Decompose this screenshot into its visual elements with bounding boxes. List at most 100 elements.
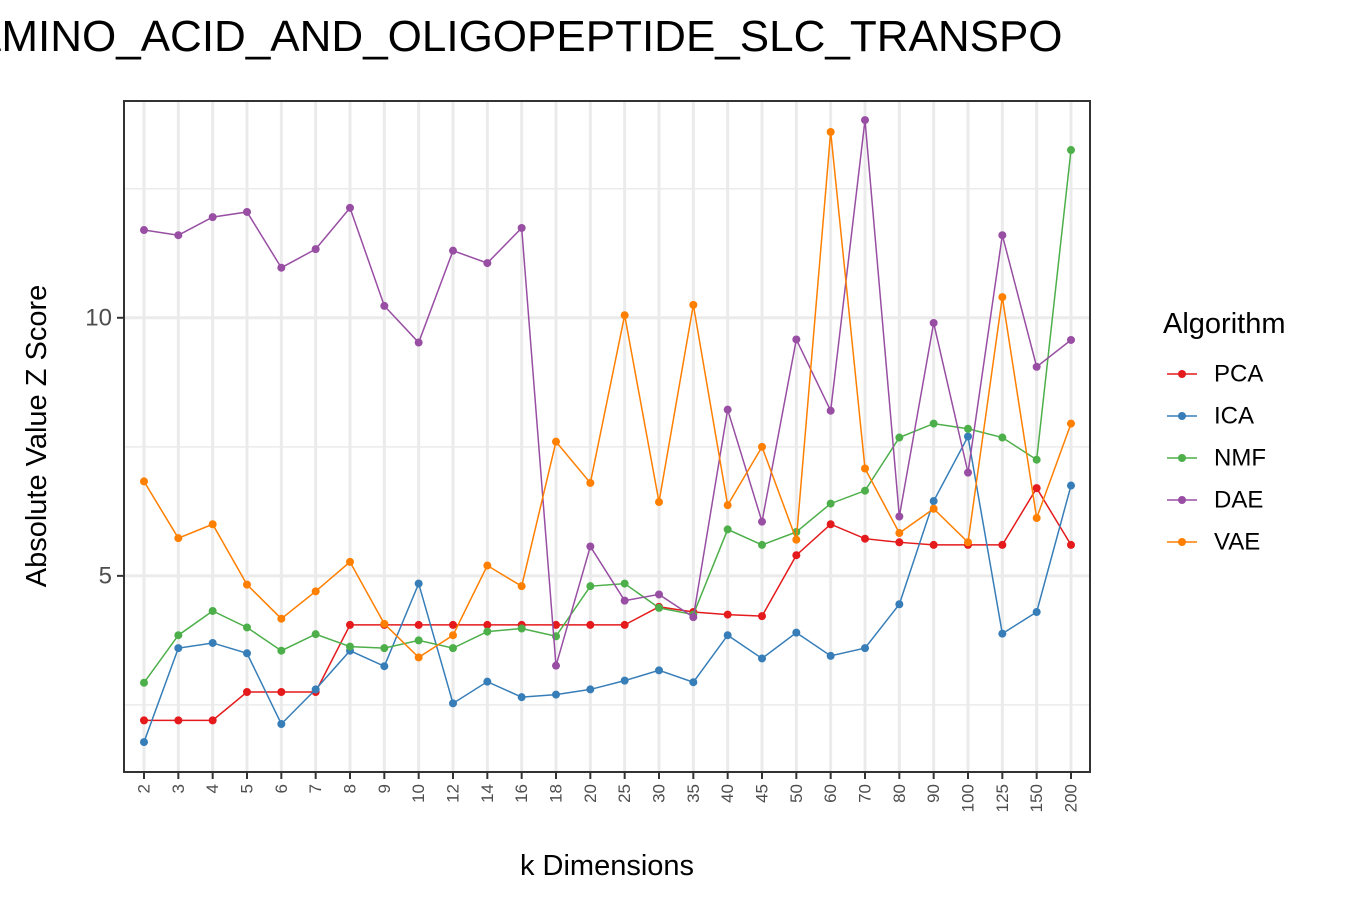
data-point-nmf xyxy=(174,631,183,640)
x-tick-label: 60 xyxy=(821,784,840,803)
data-point-ica xyxy=(758,654,766,663)
data-point-pca xyxy=(552,620,560,629)
data-point-ica xyxy=(895,600,904,609)
data-point-pca xyxy=(861,534,869,543)
data-point-dae xyxy=(346,203,354,212)
legend-items: PCA ICA NMF DAE VAE xyxy=(1167,361,1266,556)
data-point-nmf xyxy=(758,540,766,549)
plot-panel-border xyxy=(123,100,1091,773)
x-tick-label: 80 xyxy=(890,784,909,803)
data-point-vae xyxy=(414,653,423,662)
data-point-nmf xyxy=(483,627,492,636)
data-point-vae xyxy=(998,293,1007,302)
x-tick-label: 5 xyxy=(238,784,257,793)
legend-label-nmf: NMF xyxy=(1214,445,1266,472)
data-point-nmf xyxy=(414,636,423,645)
data-point-pca xyxy=(483,620,492,629)
x-tick-label: 70 xyxy=(856,784,875,803)
series-line-ica xyxy=(143,434,1072,743)
data-point-ica xyxy=(517,693,526,702)
data-point-vae xyxy=(620,311,629,320)
data-point-dae xyxy=(895,512,904,521)
data-point-nmf xyxy=(517,624,526,633)
data-point-ica xyxy=(826,651,835,660)
data-point-vae xyxy=(792,535,801,544)
series-line-nmf xyxy=(143,149,1072,684)
data-point-nmf xyxy=(723,525,732,534)
data-point-vae xyxy=(483,561,492,570)
data-point-ica xyxy=(1067,481,1075,490)
data-point-pca xyxy=(620,620,629,629)
data-point-dae xyxy=(1032,362,1041,371)
data-point-nmf xyxy=(826,499,835,508)
data-point-vae xyxy=(964,538,972,547)
data-point-dae xyxy=(449,246,457,255)
chart-title: AMINO_ACID_AND_OLIGOPEPTIDE_SLC_TRANSPO xyxy=(0,12,1063,61)
data-point-ica xyxy=(243,649,251,658)
x-tick-label: 2 xyxy=(135,784,154,793)
data-point-nmf xyxy=(929,419,938,428)
data-point-nmf xyxy=(277,646,286,655)
data-point-pca xyxy=(723,610,732,619)
data-point-ica xyxy=(449,699,457,708)
data-point-nmf xyxy=(586,582,595,591)
data-point-vae xyxy=(861,464,869,473)
data-point-ica xyxy=(586,685,595,694)
data-point-pca xyxy=(277,687,286,696)
x-tick-label: 125 xyxy=(993,784,1012,812)
x-tick-label: 50 xyxy=(787,784,806,803)
x-tick-label: 3 xyxy=(169,784,188,793)
data-point-pca xyxy=(998,540,1007,549)
data-point-dae xyxy=(483,259,492,268)
data-point-vae xyxy=(655,498,663,507)
data-point-dae xyxy=(208,213,217,222)
data-point-pca xyxy=(586,620,595,629)
data-point-dae xyxy=(689,613,698,622)
data-point-dae xyxy=(792,335,801,344)
legend-label-ica: ICA xyxy=(1214,403,1254,430)
x-tick-label: 16 xyxy=(512,784,531,803)
data-point-dae xyxy=(277,263,286,272)
data-point-ica xyxy=(655,666,663,675)
data-point-nmf xyxy=(140,678,148,687)
data-point-ica xyxy=(929,497,938,506)
data-point-dae xyxy=(311,245,320,254)
x-tick-label: 20 xyxy=(581,784,600,803)
data-point-ica xyxy=(174,644,183,653)
data-point-dae xyxy=(929,318,938,327)
legend-label-vae: VAE xyxy=(1214,529,1260,556)
data-point-pca xyxy=(792,551,801,560)
data-point-pca xyxy=(346,620,354,629)
data-point-dae xyxy=(586,542,595,551)
x-tick-label: 18 xyxy=(547,784,566,803)
data-point-vae xyxy=(449,631,457,640)
data-point-nmf xyxy=(311,630,320,639)
data-point-pca xyxy=(929,540,938,549)
y-tick-label: 10 xyxy=(85,304,112,331)
data-point-dae xyxy=(998,231,1007,240)
data-point-pca xyxy=(895,538,904,547)
x-tick-label: 30 xyxy=(650,784,669,803)
axes: 2 3 4 5 6 7 8 9 10 12 14 16 18 20 25 30 35 40 45 50 60 70 80 90… xyxy=(85,304,1080,812)
data-point-vae xyxy=(1067,419,1075,428)
data-point-ica xyxy=(277,719,286,728)
data-point-dae xyxy=(552,661,560,670)
series-layer xyxy=(140,116,1075,747)
data-point-vae xyxy=(243,580,251,589)
data-point-vae xyxy=(208,520,217,529)
data-point-vae xyxy=(1032,514,1041,523)
data-point-vae xyxy=(689,300,698,309)
data-point-dae xyxy=(620,596,629,605)
data-point-pca xyxy=(140,716,148,725)
data-point-nmf xyxy=(1067,146,1075,155)
legend-title: Algorithm xyxy=(1163,308,1286,340)
data-point-ica xyxy=(723,631,732,640)
data-point-dae xyxy=(380,301,389,310)
legend-item-dae: DAE xyxy=(1167,487,1263,514)
y-axis-label: Absolute Value Z Score xyxy=(21,285,53,588)
data-point-dae xyxy=(174,231,183,240)
series-line-vae xyxy=(143,131,1072,659)
data-point-dae xyxy=(758,517,766,526)
data-point-pca xyxy=(208,716,217,725)
x-tick-label: 35 xyxy=(684,784,703,803)
